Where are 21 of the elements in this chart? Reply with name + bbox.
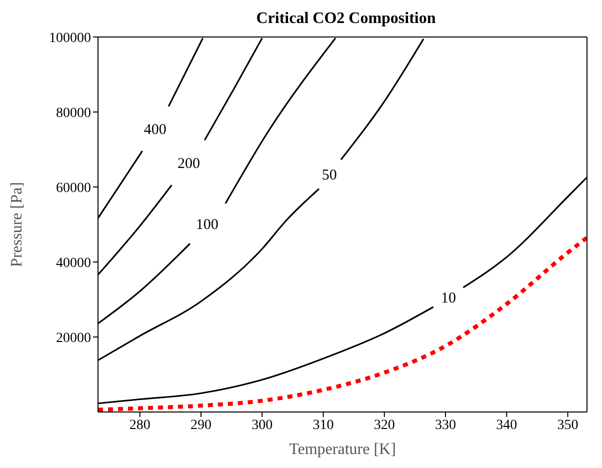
x-tick-label: 290 bbox=[190, 418, 212, 433]
y-tick-label: 100000 bbox=[49, 30, 91, 46]
y-tick-label: 20000 bbox=[56, 330, 91, 346]
x-tick-label: 340 bbox=[496, 418, 518, 433]
y-tick-label: 80000 bbox=[56, 106, 91, 121]
y-tick-label: 40000 bbox=[56, 256, 91, 271]
x-axis-title: Temperature [K] bbox=[289, 441, 396, 458]
series-label: 400 bbox=[144, 122, 166, 138]
series-label: 50 bbox=[322, 168, 337, 184]
y-axis-title: Pressure [Pa] bbox=[8, 182, 26, 267]
chart-title: Critical CO2 Composition bbox=[255, 9, 437, 27]
x-tick-label: 330 bbox=[434, 418, 456, 433]
x-tick-label: 350 bbox=[557, 418, 578, 433]
x-tick-label: 280 bbox=[129, 418, 150, 433]
x-tick-label: 300 bbox=[252, 418, 273, 433]
series-label: 100 bbox=[196, 216, 218, 233]
x-tick-label: 320 bbox=[374, 418, 395, 433]
x-tick-label: 310 bbox=[312, 418, 334, 433]
series-label: 10 bbox=[441, 290, 456, 307]
y-tick-label: 60000 bbox=[56, 180, 91, 196]
series-label: 200 bbox=[178, 156, 200, 172]
